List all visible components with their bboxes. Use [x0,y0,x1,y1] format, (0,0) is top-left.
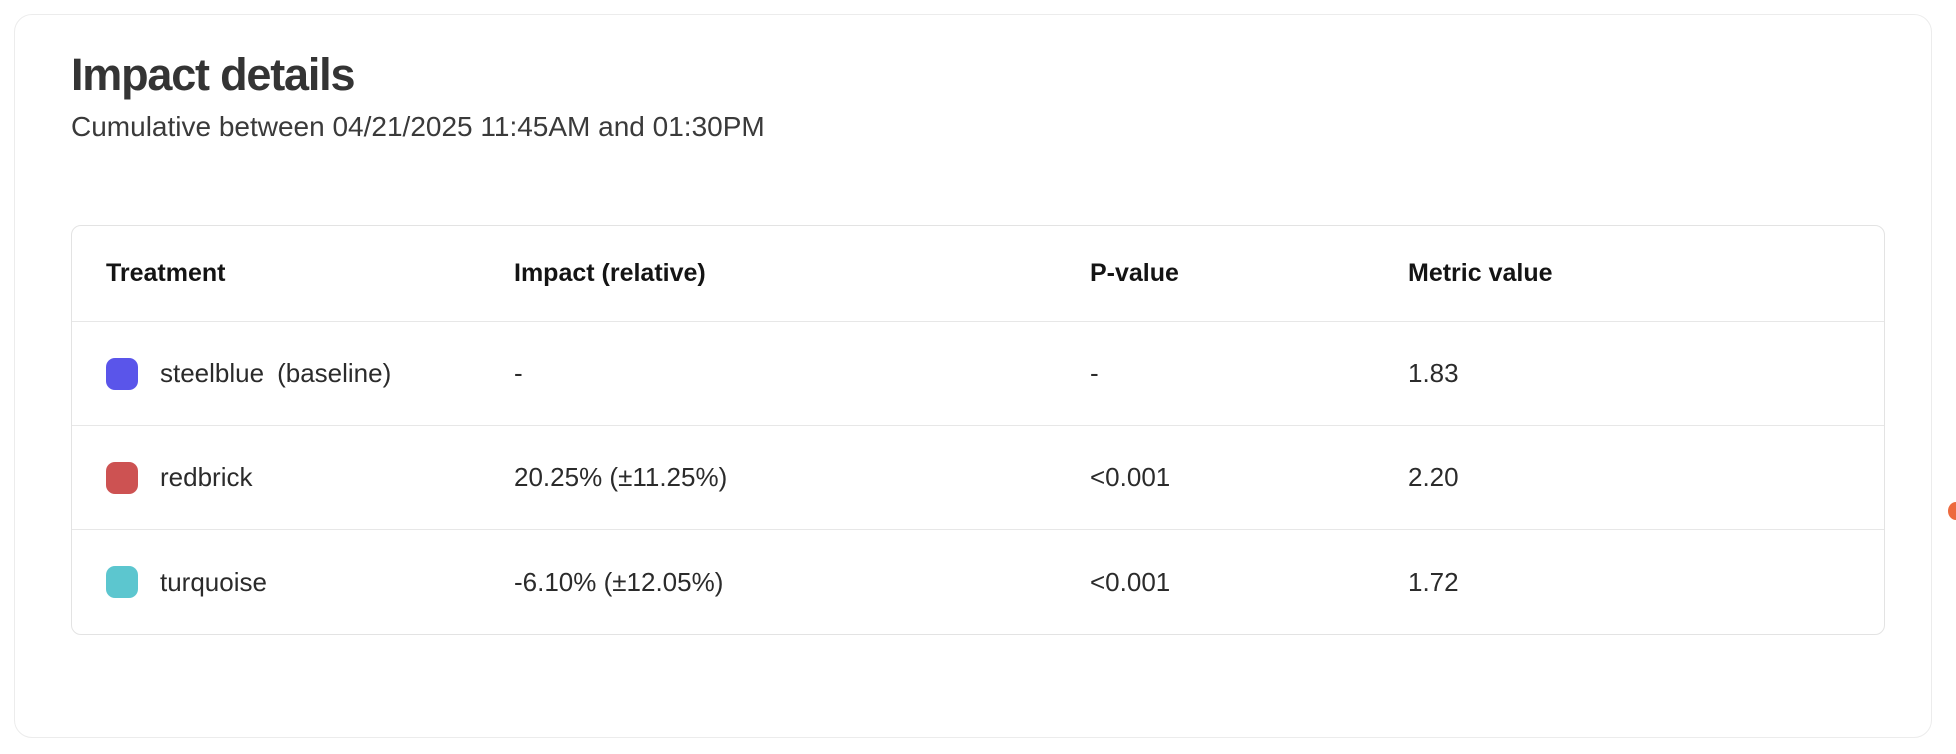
treatment-color-swatch [106,357,138,390]
impact-table: Treatment Impact (relative) P-value Metr… [71,225,1885,636]
edge-notification-dot [1948,502,1956,520]
column-header-metric-value: Metric value [1408,259,1553,288]
treatment-cell: steelblue (baseline) [106,357,514,390]
impact-cell: -6.10% (±12.05%) [514,566,724,597]
impact-cell: - [514,358,523,389]
metric-value-cell: 2.20 [1408,462,1459,493]
table-row: steelblue (baseline) - - 1.83 [72,322,1884,427]
impact-details-card: Impact details Cumulative between 04/21/… [14,14,1932,738]
treatment-cell: redbrick [106,461,514,494]
date-range-subtitle: Cumulative between 04/21/2025 11:45AM an… [71,111,765,143]
treatment-color-swatch [106,566,138,599]
treatment-color-swatch [106,461,138,494]
p-value-cell: - [1090,358,1099,389]
treatment-name: steelblue [160,358,265,389]
page-title: Impact details [71,49,356,100]
table-row: turquoise -6.10% (±12.05%) <0.001 1.72 [72,530,1884,634]
baseline-suffix: (baseline) [277,358,392,389]
treatment-name: redbrick [160,462,253,493]
table-header-row: Treatment Impact (relative) P-value Metr… [72,226,1884,323]
p-value-cell: <0.001 [1090,462,1171,493]
impact-cell: 20.25% (±11.25%) [514,462,728,493]
column-header-impact: Impact (relative) [514,259,706,288]
treatment-cell: turquoise [106,566,514,599]
metric-value-cell: 1.83 [1408,358,1459,389]
column-header-p-value: P-value [1090,259,1179,288]
treatment-name: turquoise [160,566,267,597]
metric-value-cell: 1.72 [1408,566,1459,597]
column-header-treatment: Treatment [106,259,226,288]
p-value-cell: <0.001 [1090,566,1171,597]
table-row: redbrick 20.25% (±11.25%) <0.001 2.20 [72,426,1884,531]
